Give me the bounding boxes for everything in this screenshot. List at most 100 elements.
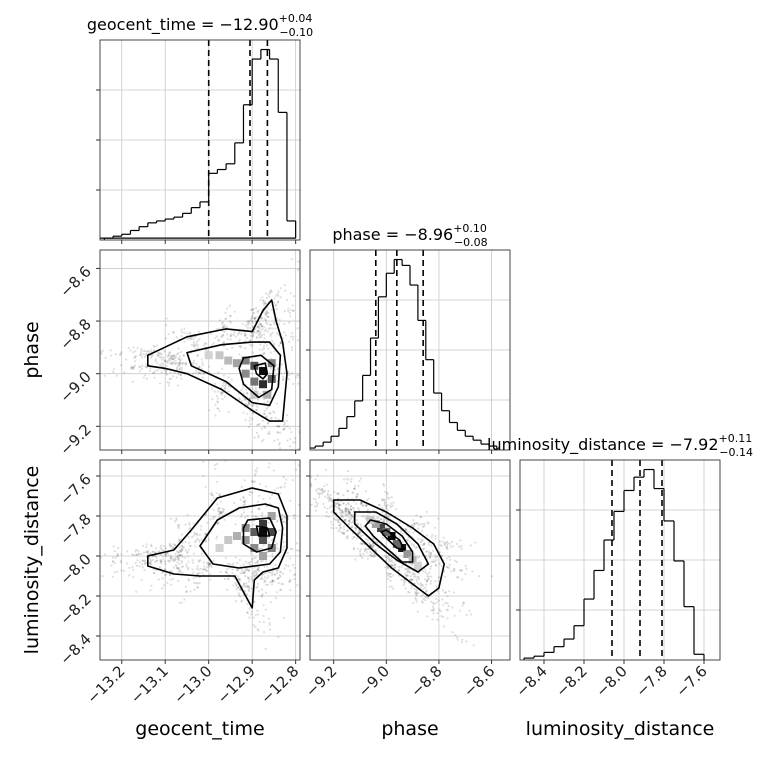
joint-geocent-time-vs-luminosity-distance-sample [235, 588, 238, 591]
joint-phase-vs-luminosity-distance-sample [389, 505, 393, 508]
joint-geocent-time-vs-luminosity-distance-sample [247, 569, 251, 573]
joint-geocent-time-vs-phase-sample [251, 334, 255, 338]
joint-geocent-time-vs-luminosity-distance-sample [154, 560, 157, 563]
joint-phase-vs-luminosity-distance-sample [424, 599, 427, 602]
joint-geocent-time-vs-luminosity-distance-sample [179, 570, 182, 573]
joint-geocent-time-vs-luminosity-distance-sample [149, 560, 153, 563]
joint-geocent-time-vs-luminosity-distance-sample [187, 568, 190, 571]
joint-geocent-time-vs-phase-sample [263, 398, 266, 401]
joint-geocent-time-vs-luminosity-distance-sample [275, 435, 277, 437]
joint-geocent-time-vs-phase-sample [257, 330, 261, 333]
joint-phase-vs-luminosity-distance-sample [346, 513, 349, 516]
joint-geocent-time-vs-luminosity-distance-sample [178, 601, 181, 605]
joint-geocent-time-vs-phase-sample [291, 332, 294, 335]
joint-geocent-time-vs-luminosity-distance-sample [263, 565, 266, 569]
joint-geocent-time-vs-luminosity-distance-sample [264, 580, 267, 583]
joint-geocent-time-vs-phase-sample [148, 369, 152, 373]
joint-phase-vs-luminosity-distance-sample [334, 518, 338, 521]
joint-geocent-time-vs-luminosity-distance-ytick-label-1: −8.2 [56, 590, 94, 628]
joint-geocent-time-vs-phase-sample [171, 358, 175, 361]
joint-geocent-time-vs-luminosity-distance-sample [192, 522, 195, 525]
joint-geocent-time-vs-phase-sample [277, 294, 280, 297]
joint-geocent-time-vs-luminosity-distance-sample [139, 553, 143, 556]
joint-geocent-time-vs-luminosity-distance-sample [178, 549, 181, 552]
joint-phase-vs-luminosity-distance-sample [437, 576, 440, 579]
joint-geocent-time-vs-phase-sample [172, 353, 176, 357]
joint-geocent-time-vs-luminosity-distance-sample [266, 577, 269, 580]
joint-geocent-time-vs-phase-sample [194, 347, 197, 350]
joint-phase-vs-luminosity-distance-sample [419, 515, 422, 518]
joint-geocent-time-vs-phase-sample [277, 425, 281, 428]
joint-geocent-time-vs-phase-sample [279, 341, 282, 344]
joint-phase-vs-luminosity-distance-sample [420, 595, 423, 598]
joint-geocent-time-vs-luminosity-distance-xtick-label-0: −13.2 [83, 662, 128, 707]
joint-geocent-time-vs-phase-sample [131, 368, 135, 371]
joint-geocent-time-vs-luminosity-distance-sample [155, 559, 159, 562]
joint-geocent-time-vs-phase-sample [252, 332, 255, 335]
joint-phase-vs-luminosity-distance-sample [360, 503, 363, 506]
joint-geocent-time-vs-phase-sample [195, 344, 198, 347]
joint-geocent-time-vs-luminosity-distance-sample [209, 578, 212, 582]
joint-geocent-time-vs-phase-sample [269, 292, 272, 295]
joint-geocent-time-vs-phase-sample [221, 391, 224, 395]
joint-phase-vs-luminosity-distance-sample [421, 523, 425, 526]
joint-phase-vs-luminosity-distance-sample [377, 516, 380, 519]
joint-phase-vs-luminosity-distance-frame [309, 459, 511, 661]
joint-phase-vs-luminosity-distance-sample [357, 484, 360, 488]
joint-geocent-time-vs-luminosity-distance-sample [164, 553, 167, 556]
joint-phase-vs-luminosity-distance-sample [394, 563, 397, 566]
joint-phase-vs-luminosity-distance-sample [408, 530, 411, 534]
joint-geocent-time-vs-phase-sample [256, 405, 259, 408]
joint-geocent-time-vs-luminosity-distance-sample [125, 550, 129, 553]
joint-geocent-time-vs-luminosity-distance-sample [282, 520, 285, 523]
joint-phase-vs-luminosity-distance-sample [357, 529, 361, 533]
joint-geocent-time-vs-luminosity-distance-sample [171, 577, 174, 580]
joint-geocent-time-vs-luminosity-distance-sample [177, 559, 181, 562]
joint-phase-vs-luminosity-distance-sample [369, 550, 372, 553]
joint-phase-vs-luminosity-distance-sample [321, 491, 324, 494]
joint-phase-vs-luminosity-distance-sample [446, 557, 449, 560]
joint-phase-vs-luminosity-distance-sample [411, 570, 414, 573]
joint-geocent-time-vs-luminosity-distance-sample [184, 585, 188, 588]
joint-geocent-time-vs-phase-sample [171, 354, 175, 357]
joint-geocent-time-vs-luminosity-distance-sample [110, 564, 113, 567]
joint-geocent-time-vs-phase-sample [149, 350, 152, 353]
joint-geocent-time-vs-phase-sample [85, 347, 87, 349]
joint-phase-vs-luminosity-distance-sample [347, 478, 350, 481]
joint-geocent-time-vs-luminosity-distance-sample [246, 611, 249, 615]
joint-geocent-time-vs-phase-sample [196, 339, 200, 342]
joint-geocent-time-vs-phase-sample [291, 346, 294, 349]
joint-phase-vs-luminosity-distance-sample [337, 505, 340, 508]
joint-geocent-time-vs-luminosity-distance-sample [257, 565, 260, 569]
joint-geocent-time-vs-luminosity-distance-sample [271, 570, 274, 573]
joint-geocent-time-vs-phase-sample [254, 386, 258, 389]
joint-geocent-time-vs-luminosity-distance-sample [267, 536, 270, 540]
joint-geocent-time-vs-phase-density-cell-10 [215, 351, 224, 360]
joint-geocent-time-vs-phase-sample [261, 328, 264, 331]
joint-geocent-time-vs-phase-sample [144, 374, 147, 377]
joint-phase-vs-luminosity-distance-sample [404, 528, 407, 531]
joint-geocent-time-vs-luminosity-distance-sample [172, 566, 175, 569]
joint-phase-vs-luminosity-distance-sample [326, 507, 329, 510]
joint-geocent-time-vs-phase-sample [218, 409, 221, 412]
joint-geocent-time-vs-phase-sample [257, 326, 260, 329]
joint-phase-vs-luminosity-distance-sample [341, 515, 344, 518]
joint-geocent-time-vs-phase-sample [160, 362, 164, 365]
joint-geocent-time-vs-luminosity-distance-sample [150, 545, 153, 548]
joint-geocent-time-vs-phase-sample [123, 371, 126, 374]
joint-geocent-time-vs-phase-sample [314, 383, 316, 385]
joint-geocent-time-vs-luminosity-distance-sample [148, 561, 151, 564]
joint-geocent-time-vs-phase-sample [187, 337, 190, 340]
joint-phase-vs-luminosity-distance-sample [349, 505, 352, 508]
joint-phase-vs-luminosity-distance-sample [336, 502, 339, 505]
joint-phase-vs-luminosity-distance-sample [431, 560, 434, 564]
joint-geocent-time-vs-phase-sample [185, 332, 189, 335]
joint-geocent-time-vs-phase-ytick-label-2: −8.8 [56, 315, 94, 353]
joint-geocent-time-vs-phase-sample [156, 369, 159, 372]
joint-geocent-time-vs-luminosity-distance-sample [279, 588, 282, 592]
joint-geocent-time-vs-luminosity-distance-sample [155, 559, 159, 562]
joint-geocent-time-vs-luminosity-distance-sample [247, 586, 250, 590]
joint-geocent-time-vs-luminosity-distance-density-cell-3 [250, 528, 259, 536]
joint-geocent-time-vs-luminosity-distance-sample [282, 475, 285, 479]
joint-geocent-time-vs-phase-ytick-label-0: −9.2 [56, 420, 94, 458]
